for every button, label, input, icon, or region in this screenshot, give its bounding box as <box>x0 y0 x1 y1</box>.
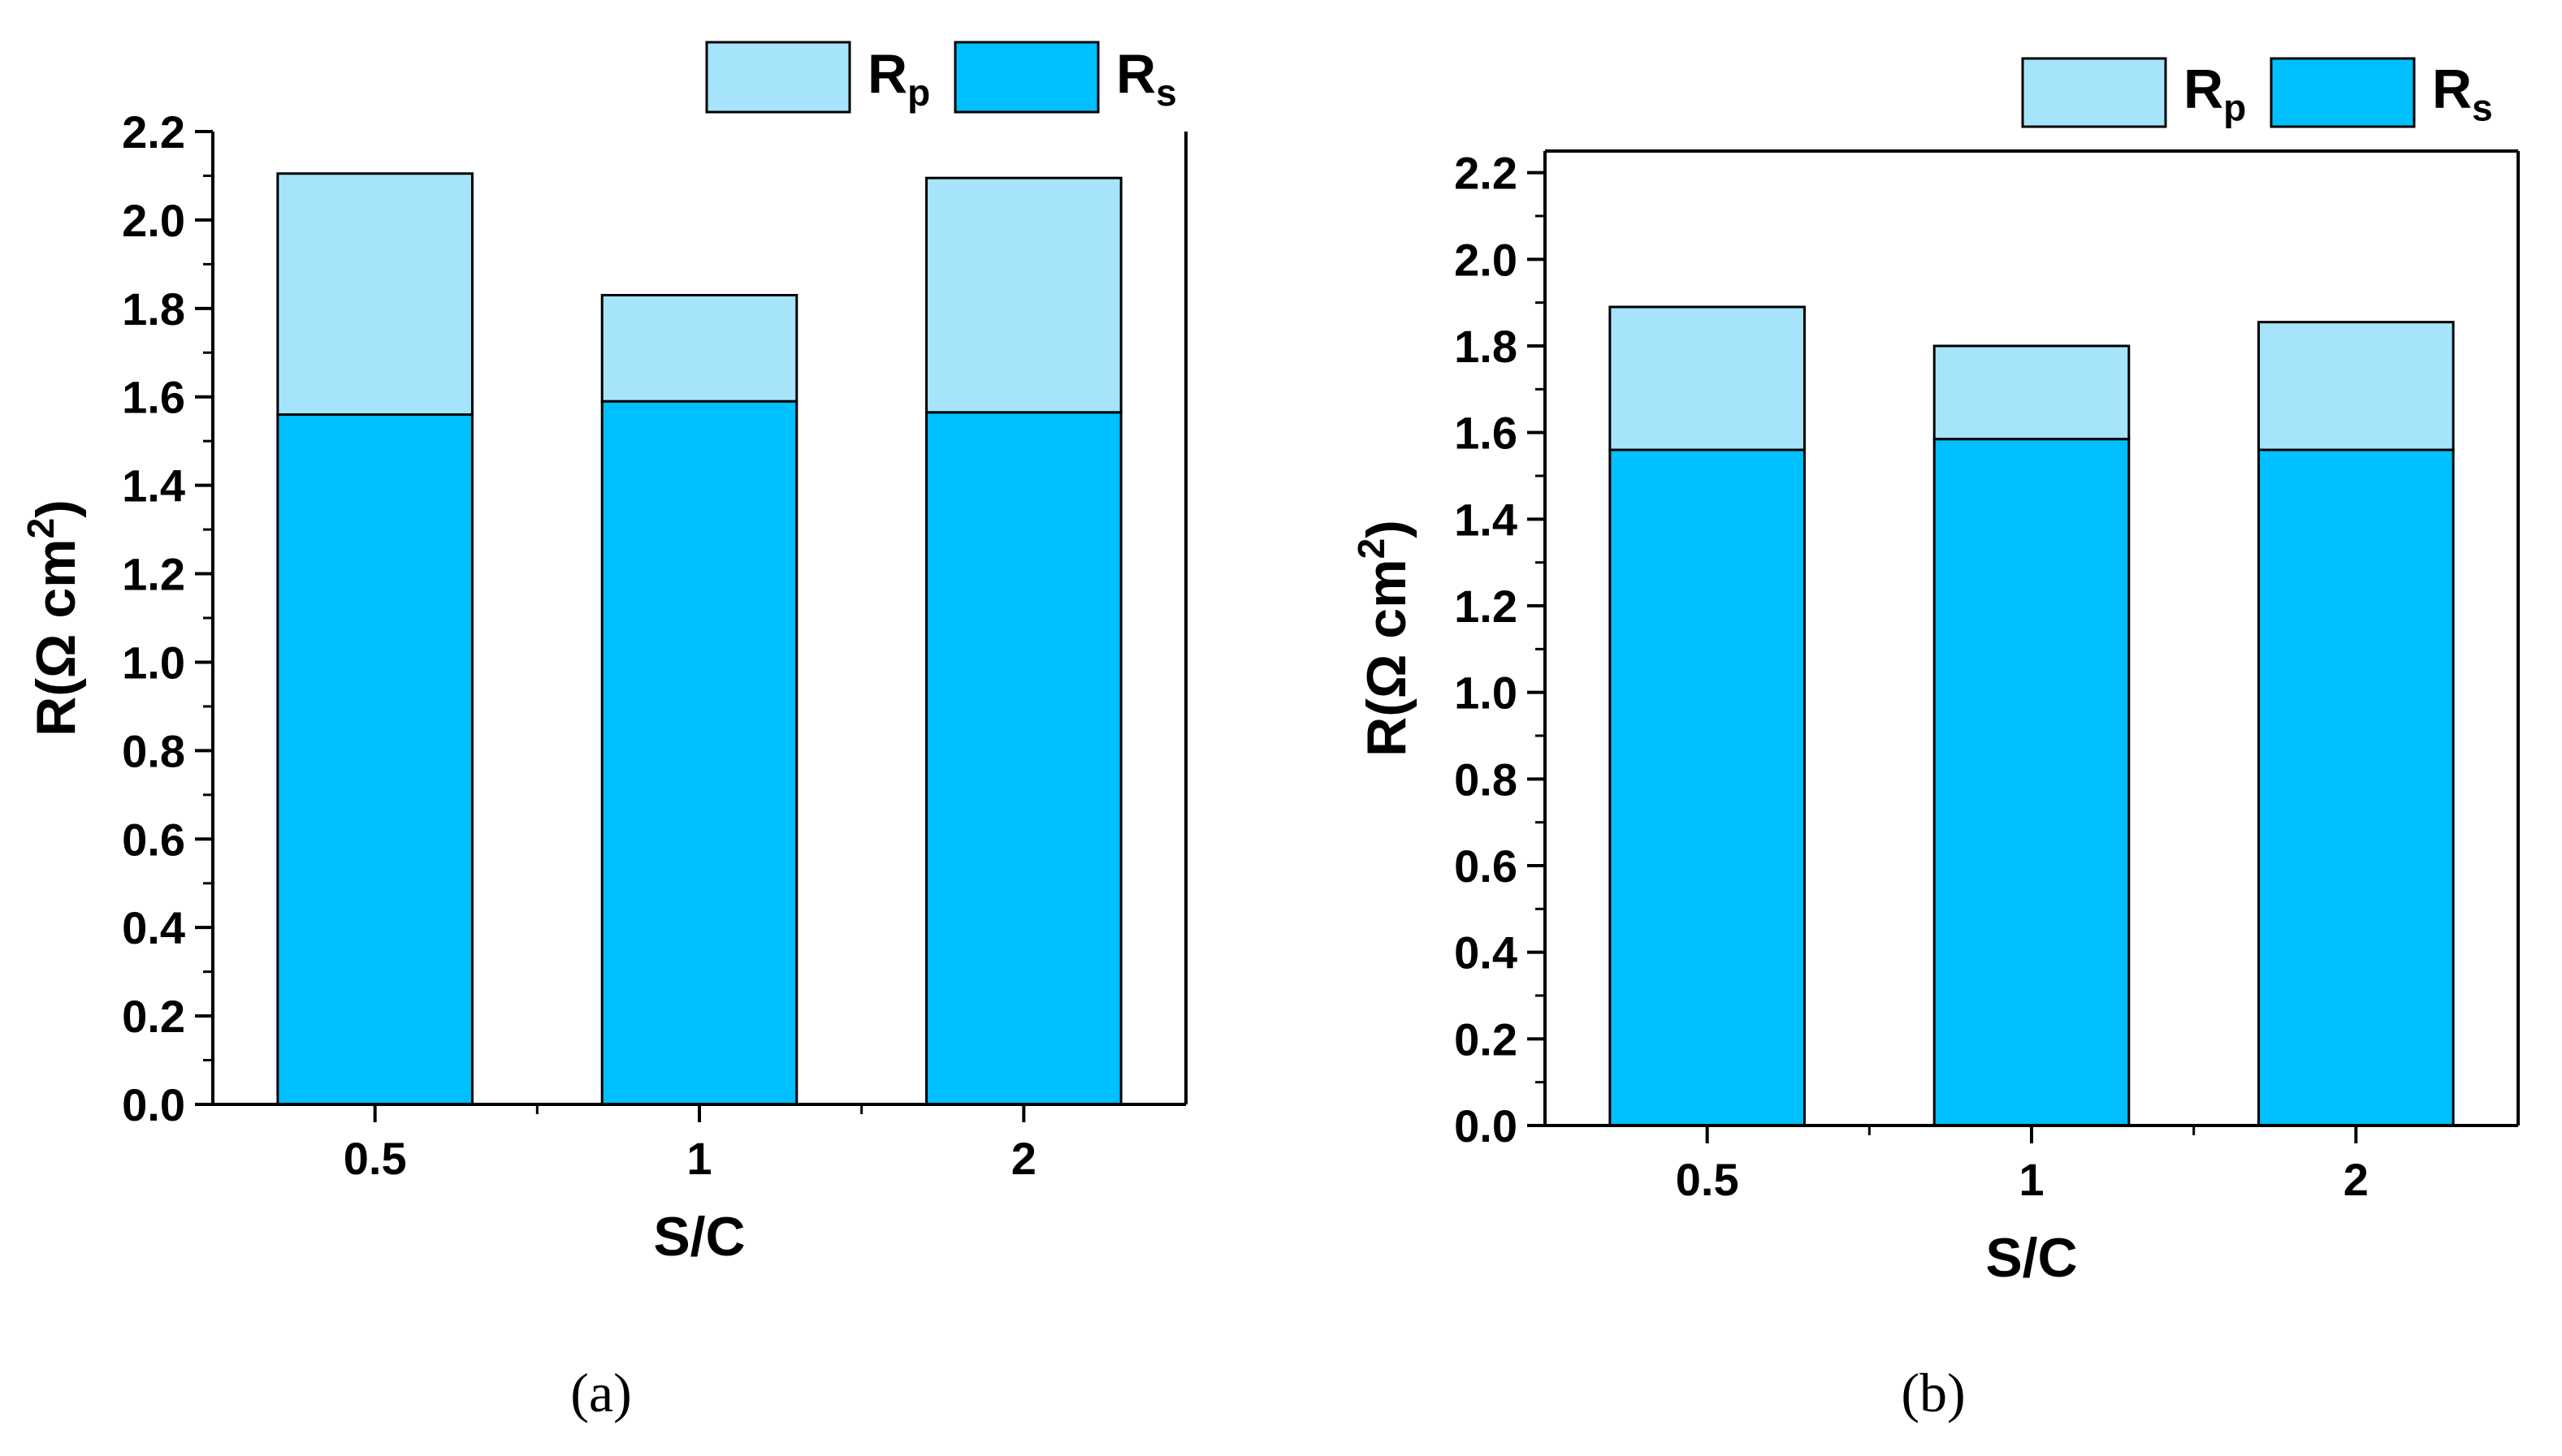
y-tick-label: 1.8 <box>122 283 185 335</box>
y-axis-title-sup: 2 <box>1350 538 1392 560</box>
bar-rp-0.5 <box>1608 305 1806 451</box>
y-tick-label: 0.8 <box>1454 754 1517 805</box>
bar-rs-0.5 <box>1608 448 1806 1127</box>
legend: Rp Rs <box>2021 57 2493 128</box>
legend-label-sub: s <box>1156 71 1177 114</box>
bar-rp-2 <box>925 176 1123 414</box>
legend-swatch-rs <box>954 41 1100 114</box>
x-tick-label: 1 <box>2019 1154 2044 1205</box>
y-tick-label: 1.6 <box>122 372 185 423</box>
y-tick-label: 0.4 <box>122 902 185 953</box>
y-tick-label: 0.0 <box>122 1079 185 1130</box>
legend-label-sub: p <box>907 71 930 114</box>
y-tick-label: 2.0 <box>122 195 185 246</box>
y-tick-label: 0.4 <box>1454 927 1517 979</box>
x-tick-label: 0.5 <box>1676 1154 1739 1205</box>
panel-a: 0.0 0.2 0.4 0.6 0.8 1.0 1.2 1.4 1.6 1.8 2.0 2.2 0.5 1… <box>19 41 1188 1424</box>
bar-rs-1 <box>1932 438 2131 1127</box>
bar-rp-1 <box>1932 344 2131 441</box>
x-axis-title: S/C <box>1985 1227 2077 1289</box>
legend: Rp Rs <box>705 41 1177 114</box>
y-tick-label: 0.0 <box>1454 1100 1517 1151</box>
legend-swatch-rs <box>2270 57 2416 128</box>
x-tick-label: 1 <box>686 1133 712 1184</box>
x-axis-title: S/C <box>653 1206 745 1268</box>
y-ticks: 0.0 0.2 0.4 0.6 0.8 1.0 1.2 1.4 1.6 1.8 2.0 2.2 <box>122 106 213 1130</box>
legend-label-main: R <box>2432 58 2472 119</box>
bars <box>1608 305 2455 1127</box>
y-tick-label: 2.0 <box>1454 234 1517 285</box>
legend-label-main: R <box>868 43 907 105</box>
x-tick-label: 2 <box>1011 1133 1036 1184</box>
bar-rp-1 <box>600 293 798 403</box>
y-tick-label: 0.6 <box>122 814 185 865</box>
y-ticks: 0.0 0.2 0.4 0.6 0.8 1.0 1.2 1.4 1.6 1.8 2.0 2.2 <box>1454 148 1545 1151</box>
y-axis-title-end: ) <box>25 499 87 518</box>
legend-label-rs: Rs <box>1116 43 1177 114</box>
y-tick-label: 1.0 <box>1454 668 1517 719</box>
y-tick-label: 1.6 <box>1454 408 1517 459</box>
y-axis-title: R(Ω cm2) <box>1350 520 1417 757</box>
y-tick-label: 1.2 <box>122 549 185 600</box>
legend-label-main: R <box>1116 43 1156 105</box>
x-ticks: 0.5 1 2 <box>1676 1125 2369 1205</box>
y-tick-label: 1.4 <box>122 460 185 512</box>
legend-label-rs: Rs <box>2432 58 2493 128</box>
y-tick-label: 1.4 <box>1454 494 1517 545</box>
y-tick-label: 1.8 <box>1454 321 1517 372</box>
y-tick-label: 2.2 <box>122 106 185 158</box>
y-axis-title-end: ) <box>1356 520 1417 538</box>
y-axis-title-sup: 2 <box>19 518 62 539</box>
panel-b: 0.0 0.2 0.4 0.6 0.8 1.0 1.2 1.4 1.6 1.8 2.0 2.2 0.5 1… <box>1350 57 2520 1424</box>
bar-rs-0.5 <box>276 413 474 1106</box>
bar-rp-0.5 <box>276 172 474 417</box>
legend-label-rp: Rp <box>868 43 930 114</box>
bar-rs-2 <box>2257 448 2455 1127</box>
legend-label-sub: p <box>2223 86 2246 128</box>
y-tick-label: 0.6 <box>1454 840 1517 892</box>
y-tick-label: 1.2 <box>1454 581 1517 632</box>
x-ticks: 0.5 1 2 <box>344 1104 1036 1184</box>
legend-label-rp: Rp <box>2183 58 2246 128</box>
y-tick-label: 0.2 <box>1454 1013 1517 1065</box>
y-axis-title-main: R(Ω cm <box>1356 559 1417 756</box>
x-tick-label: 0.5 <box>344 1133 407 1184</box>
panel-caption: (b) <box>1901 1362 1965 1424</box>
bar-rs-1 <box>600 400 798 1106</box>
bars <box>276 172 1123 1106</box>
y-axis-title: R(Ω cm2) <box>19 499 87 737</box>
bar-rs-2 <box>925 411 1123 1106</box>
legend-swatch-rp <box>2021 57 2167 128</box>
y-axis-title-main: R(Ω cm <box>25 538 87 736</box>
y-tick-label: 1.0 <box>122 637 185 688</box>
y-tick-label: 0.8 <box>122 725 185 776</box>
legend-swatch-rp <box>705 41 851 114</box>
y-tick-label: 0.2 <box>122 991 185 1042</box>
y-tick-label: 2.2 <box>1454 148 1517 199</box>
legend-label-sub: s <box>2472 86 2493 128</box>
legend-label-main: R <box>2183 58 2223 119</box>
bar-rp-2 <box>2257 321 2455 451</box>
x-tick-label: 2 <box>2343 1154 2369 1205</box>
panel-caption: (a) <box>570 1362 631 1424</box>
